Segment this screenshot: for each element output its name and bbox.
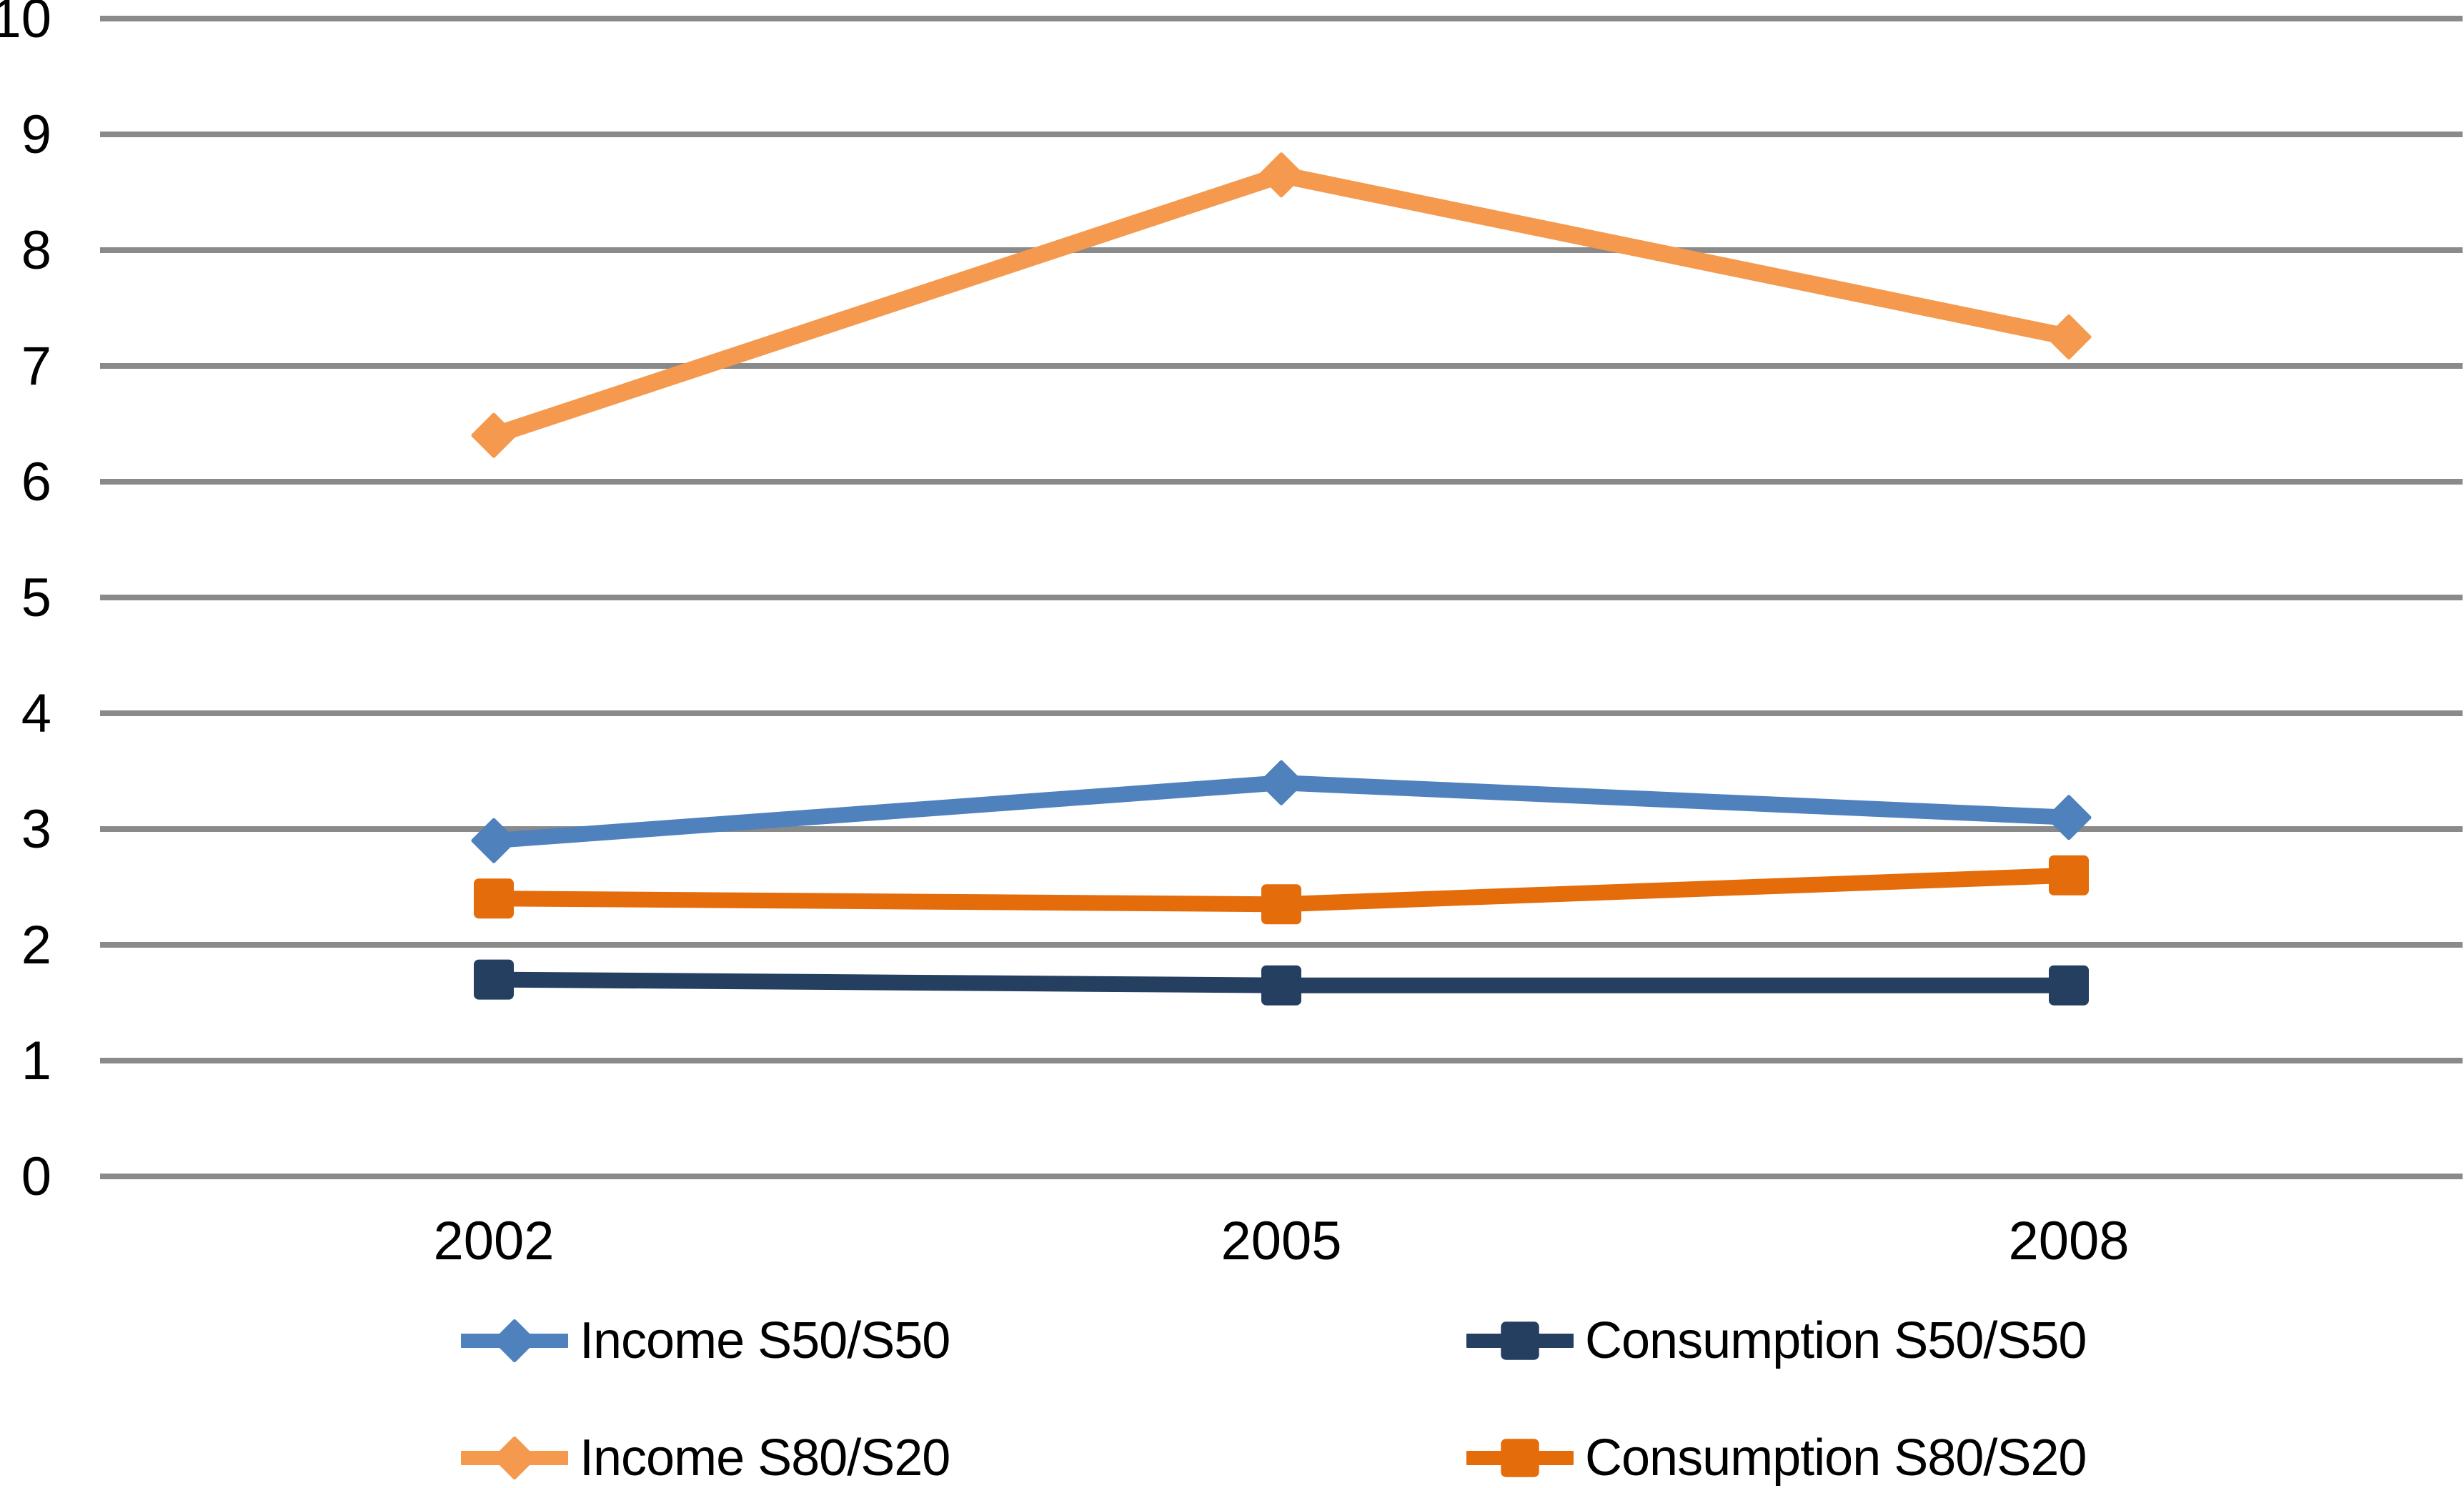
x-axis-tick-label: 2002 [433,1211,554,1271]
x-axis-tick-label: 2008 [2008,1211,2129,1271]
data-point-marker [471,818,517,863]
data-point-marker [474,878,514,919]
y-axis-tick-label: 5 [21,567,51,628]
data-point-marker [2049,855,2089,896]
series-line [485,166,2077,445]
data-point-marker [1258,760,1304,805]
y-axis-tick-label: 4 [21,683,51,744]
y-axis-tick-label: 6 [21,452,51,512]
y-axis-tick-label: 7 [21,336,51,397]
series-consumption-s80-s20 [474,855,2089,925]
data-point-marker [1261,884,1301,925]
series-income-s50-s50 [471,760,2092,863]
y-axis-tick-label: 2 [21,915,51,976]
y-axis-tick-label: 9 [21,104,51,165]
x-axis-tick-label: 2005 [1221,1211,1341,1271]
data-point-marker [474,959,514,1000]
data-point-marker [1258,152,1304,198]
y-axis-tick-label: 8 [21,220,51,281]
y-axis-tick-label: 3 [21,799,51,860]
data-point-marker [2046,795,2092,840]
y-axis-tick-label: 0 [21,1146,51,1207]
y-axis-tick-label: 10 [0,0,51,49]
series-consumption-s50-s50 [474,959,2089,1006]
data-point-marker [2049,965,2089,1006]
data-point-marker [1261,965,1301,1006]
series-income-s80-s20 [471,152,2092,458]
y-axis-tick-label: 1 [21,1031,51,1091]
data-point-marker [2046,314,2092,359]
data-point-marker [471,412,517,458]
